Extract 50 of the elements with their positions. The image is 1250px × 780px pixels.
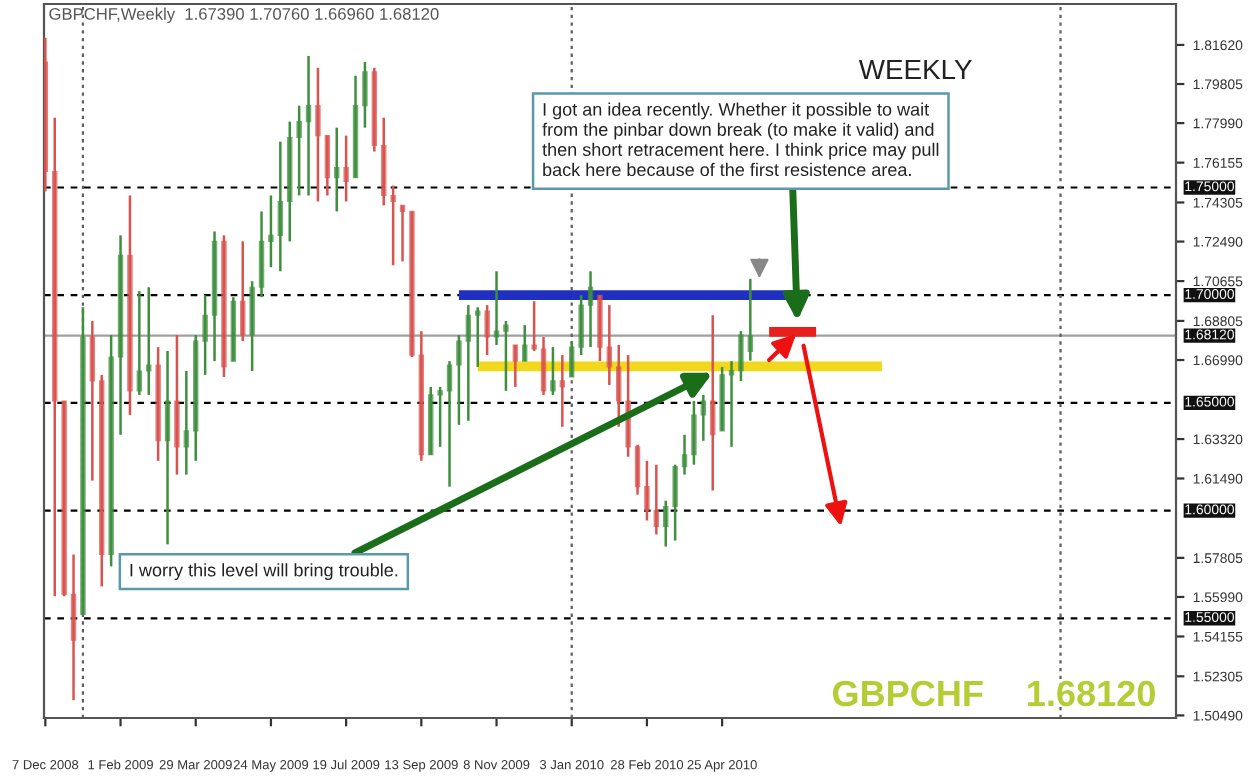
candlestick: [268, 194, 274, 269]
annotation: WEEKLY: [858, 59, 972, 80]
candlestick: [691, 399, 697, 466]
candlestick: [653, 463, 660, 536]
candlestick: [728, 359, 735, 449]
candlestick: [747, 277, 754, 362]
candlestick: [738, 329, 744, 383]
candlestick: [399, 204, 406, 263]
candlestick: [183, 369, 190, 476]
annotation: I worry this level will bring trouble.: [130, 563, 398, 581]
candlestick: [465, 303, 472, 423]
candlestick: [587, 270, 594, 349]
candlestick: [634, 443, 641, 496]
candlestick: [484, 303, 490, 357]
candlestick: [512, 343, 519, 389]
candlestick: [89, 319, 96, 482]
candlestick: [249, 279, 255, 373]
candlestick: [644, 459, 650, 522]
candlestick: [164, 349, 171, 546]
candlestick: [315, 66, 321, 203]
candlestick: [503, 319, 509, 393]
annotation: GBPCHF: [832, 680, 983, 707]
candlestick: [362, 60, 368, 129]
candlestick: [531, 299, 537, 353]
candlestick: [493, 270, 500, 347]
candlestick: [174, 333, 180, 476]
candlestick: [522, 323, 528, 363]
candlestick: [456, 333, 462, 427]
candlestick: [258, 210, 265, 299]
candlestick: [681, 433, 688, 476]
candlestick: [710, 313, 716, 492]
candlestick: [305, 54, 312, 197]
candlestick: [550, 345, 556, 397]
candlestick: [343, 134, 349, 203]
candlestick: [446, 359, 453, 488]
annotation: 1.68120: [1028, 680, 1155, 707]
candlestick: [136, 289, 143, 397]
candlestick: [475, 306, 481, 369]
candlestick: [606, 303, 613, 387]
annotation: I got an idea recently. Whether it possible to wait from the pinbar down break (to make it valid) and then short retracement here. I think price may pull back here because of the first resistence area.: [542, 102, 939, 177]
candlestick: [70, 553, 77, 702]
candlestick: [334, 126, 340, 213]
candlestick: [540, 335, 547, 397]
candlestick: [240, 240, 246, 343]
candlestick: [700, 393, 707, 443]
candlestick: [146, 285, 152, 397]
candlestick: [559, 353, 566, 429]
chart-title: GBPCHF,Weekly 1.67390 1.70760 1.66960 1.68120: [49, 7, 439, 24]
candlestick: [277, 140, 284, 273]
candlestick: [324, 134, 331, 197]
